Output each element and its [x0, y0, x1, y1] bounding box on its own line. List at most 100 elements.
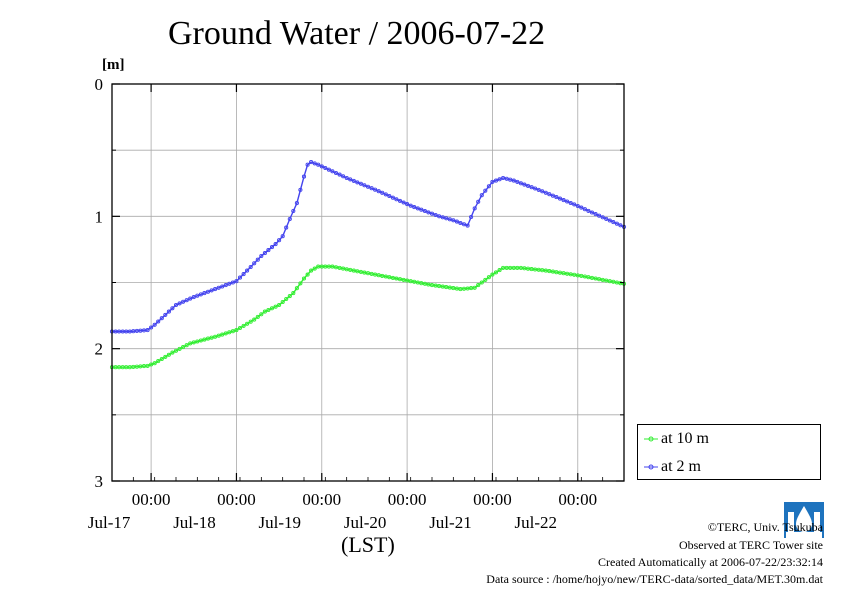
data-point [447, 217, 452, 222]
data-point [184, 343, 189, 348]
data-point [536, 187, 541, 192]
legend: at 10 m at 2 m [637, 424, 821, 480]
data-point [202, 291, 207, 296]
data-point [305, 272, 310, 277]
data-point [550, 193, 555, 198]
data-point [255, 257, 260, 262]
grid-lines [112, 84, 624, 481]
data-point [579, 205, 584, 210]
data-point [437, 214, 442, 219]
data-point [259, 312, 264, 317]
data-point [351, 178, 356, 183]
data-point [195, 293, 200, 298]
data-point [373, 272, 378, 277]
data-point [344, 175, 349, 181]
data-point [145, 328, 150, 333]
data-point [205, 289, 211, 294]
data-point [170, 350, 175, 355]
data-point [337, 172, 342, 177]
data-point [511, 178, 516, 183]
data-point [419, 281, 424, 286]
credit-copyright: ©TERC, Univ. Tsukuba [707, 520, 823, 534]
data-point [277, 302, 282, 308]
data-point [177, 301, 182, 306]
series-line [112, 161, 625, 333]
data-point [533, 186, 538, 191]
data-point [245, 321, 250, 326]
data-point [565, 271, 570, 276]
x-tick-time-label: 00:00 [132, 490, 171, 509]
credit-created: Created Automatically at 2006-07-22/23:3… [598, 555, 823, 569]
data-point [497, 268, 502, 273]
data-point [198, 338, 203, 343]
data-point [572, 202, 577, 207]
data-point [269, 245, 275, 250]
data-point [522, 182, 527, 187]
data-point [597, 213, 602, 218]
data-point [248, 319, 253, 324]
data-point [287, 294, 292, 299]
data-point [191, 295, 196, 300]
data-point [565, 199, 570, 204]
x-axis-label: (LST) [341, 532, 395, 557]
data-point [298, 187, 303, 192]
data-point [483, 277, 488, 282]
data-point [280, 299, 285, 305]
data-point [611, 279, 616, 284]
data-point [234, 328, 239, 333]
series-layer [109, 160, 627, 370]
data-point [437, 284, 442, 289]
data-point [312, 266, 317, 271]
data-point [355, 180, 360, 185]
data-point [454, 219, 459, 224]
data-point [166, 352, 171, 357]
credit-source: Data source : /home/hojyo/new/TERC-data/… [486, 572, 823, 586]
data-point [241, 272, 246, 277]
data-point [611, 220, 616, 225]
data-point [156, 319, 161, 324]
data-point [252, 261, 257, 266]
data-point [543, 190, 548, 195]
data-point [230, 329, 235, 334]
data-point [405, 278, 410, 283]
data-point [419, 207, 424, 212]
data-point [309, 160, 314, 165]
y-tick-label: 1 [95, 207, 104, 226]
data-point [234, 279, 239, 284]
data-point [330, 264, 335, 269]
legend-marker-2m [644, 464, 658, 470]
data-point [461, 222, 467, 227]
data-point [330, 169, 335, 174]
data-point [252, 317, 257, 322]
legend-item-10m: at 10 m [644, 427, 709, 451]
data-point [266, 307, 271, 313]
data-point [248, 264, 253, 270]
data-point [405, 202, 410, 207]
data-point [540, 189, 545, 194]
data-point [156, 359, 161, 364]
data-point [397, 198, 403, 203]
data-point [312, 161, 317, 166]
data-point [483, 188, 488, 193]
data-point [159, 356, 164, 362]
data-point [607, 218, 612, 223]
data-point [237, 325, 243, 331]
data-point [341, 266, 346, 271]
series-line [112, 265, 625, 368]
data-point [433, 212, 438, 218]
data-point [355, 269, 360, 274]
data-point [394, 197, 399, 202]
data-point [440, 215, 445, 220]
y-tick-label: 3 [95, 472, 104, 491]
data-point [589, 210, 595, 215]
data-point [255, 314, 260, 319]
data-point [390, 195, 395, 200]
data-point [273, 304, 278, 309]
data-point [547, 269, 552, 274]
data-point [397, 277, 403, 282]
data-point [220, 284, 225, 289]
data-point [458, 220, 463, 226]
data-point [504, 176, 509, 181]
data-point [476, 283, 481, 288]
data-point [170, 306, 175, 311]
